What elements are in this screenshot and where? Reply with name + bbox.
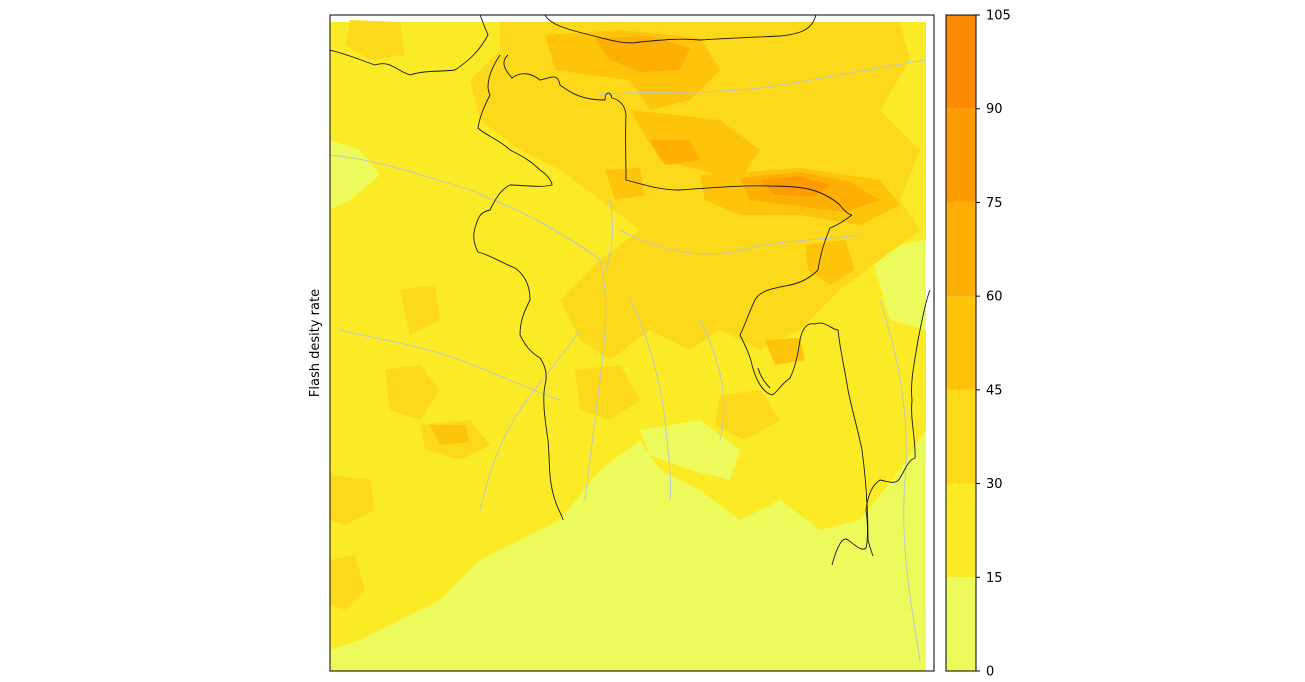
density-region-45-60 <box>765 338 805 365</box>
colorbar-tick-label: 105 <box>986 9 1011 24</box>
colorbar-segment <box>946 577 976 671</box>
colorbar-tick-label: 75 <box>986 196 1003 211</box>
colorbar-tick-label: 45 <box>986 383 1003 398</box>
density-region-30-45 <box>330 475 375 525</box>
density-region-30-45 <box>400 285 440 335</box>
density-region-30-45 <box>345 20 405 60</box>
map-ylabel: Flash desity rate <box>308 289 323 397</box>
colorbar-tick-label: 60 <box>986 290 1003 305</box>
colorbar-segment <box>946 483 976 578</box>
colorbar-tick-label: 90 <box>986 102 1003 117</box>
map-panel <box>330 15 934 671</box>
colorbar-frame <box>945 14 977 672</box>
density-region-45-60 <box>430 425 470 445</box>
density-region-30-45 <box>470 22 920 360</box>
borders <box>330 15 931 566</box>
density-region-45-60 <box>605 168 645 200</box>
rivers <box>330 59 927 661</box>
colorbar-segment <box>946 296 976 390</box>
density-region-60-75 <box>650 140 700 165</box>
colorbar: 0 15 30 45 60 75 90 105 <box>945 9 1011 680</box>
colorbar-tick-label: 15 <box>986 571 1003 586</box>
map-frame <box>329 14 935 672</box>
density-region-15-30 <box>870 240 926 330</box>
colorbar-segment <box>946 108 976 203</box>
density-region-15-30 <box>640 420 740 480</box>
colorbar-tick-label: 0 <box>986 665 994 680</box>
density-region-30-45 <box>575 365 640 420</box>
density-region-30-45 <box>385 365 440 420</box>
density-region-75-90 <box>760 176 830 196</box>
density-region-45-60 <box>805 240 855 285</box>
density-region-30-45 <box>330 555 365 610</box>
colorbar-segment <box>946 202 976 297</box>
density-region-30-45 <box>715 390 780 440</box>
colorbar-segment <box>946 15 976 109</box>
colorbar-tick-label: 30 <box>986 477 1003 492</box>
density-field <box>330 20 926 650</box>
density-region-60-75 <box>595 36 690 72</box>
colorbar-segment <box>946 389 976 484</box>
density-region-15-30 <box>330 140 380 210</box>
density-region-45-60 <box>630 110 760 180</box>
